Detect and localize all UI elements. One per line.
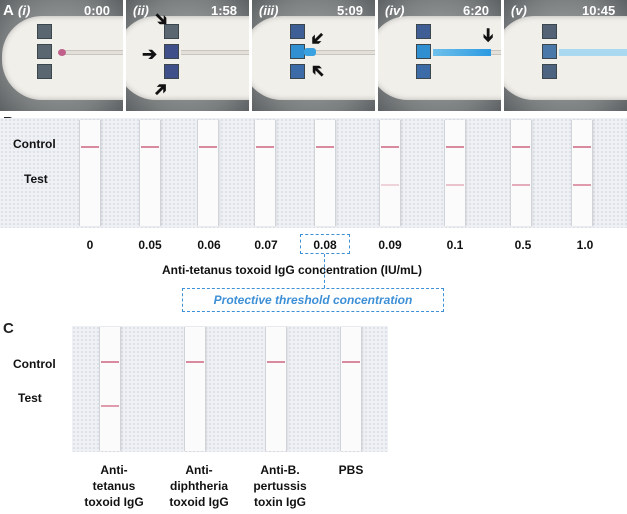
sample-label-4: PBS (338, 463, 364, 477)
frame-5-time: 10:45 (582, 3, 616, 18)
conc-5: 0.09 (378, 238, 402, 252)
frame-4-label: (iv) (385, 3, 405, 18)
test-strip-b-6 (379, 120, 401, 226)
control-line (267, 361, 285, 363)
control-line (381, 146, 399, 148)
control-line (101, 361, 119, 363)
threshold-connector (324, 254, 325, 288)
panel-a-frame-3: ➔ ➔ (252, 0, 375, 111)
frame-3-time: 5:09 (337, 3, 364, 18)
panel-c-letter: C (3, 320, 14, 337)
threshold-label: Protective threshold concentration (213, 293, 413, 307)
test-strip-b-5 (314, 120, 336, 226)
sample-drop (58, 49, 66, 56)
conc-0: 0 (86, 238, 94, 252)
arrow-icon: ➔ (142, 44, 158, 64)
panel-b-axis-label: Anti-tetanus toxoid IgG concentration (I… (162, 263, 422, 277)
frame-2-label: (ii) (133, 3, 149, 18)
arrow-icon: ➔ (478, 27, 499, 43)
test-strip-c-3 (265, 327, 287, 451)
panel-a-frame-5 (504, 0, 627, 111)
conc-3: 0.07 (254, 238, 278, 252)
control-line (199, 146, 217, 148)
control-line (512, 146, 530, 148)
panel-b-test-label: Test (24, 172, 48, 186)
conc-2: 0.06 (197, 238, 221, 252)
test-strip-b-4 (254, 120, 276, 226)
frame-4-time: 6:20 (463, 3, 490, 18)
panel-a-letter: A (3, 2, 14, 19)
test-line (573, 184, 591, 186)
sample-label-1: Anti- tetanus toxoid IgG (84, 463, 144, 509)
test-strip-b-9 (571, 120, 593, 226)
test-strip-b-3 (197, 120, 219, 226)
panel-b-control-label: Control (13, 137, 56, 151)
panel-c-test-label: Test (18, 391, 42, 405)
frame-2-time: 1:58 (211, 3, 238, 18)
conc-7: 0.5 (514, 238, 532, 252)
control-line (256, 146, 274, 148)
threshold-value-box (300, 234, 350, 254)
control-line (81, 146, 99, 148)
sample-label-2: Anti- diphtheria toxoid IgG (169, 463, 229, 509)
frame-1-label: (i) (18, 3, 31, 18)
test-line (446, 184, 464, 186)
control-line (186, 361, 204, 363)
test-strip-c-4 (340, 327, 362, 451)
control-line (446, 146, 464, 148)
test-strip-b-8 (510, 120, 532, 226)
conc-4: 0.08 (313, 238, 337, 252)
control-line (141, 146, 159, 148)
test-strip-c-1 (99, 327, 121, 451)
test-strip-b-2 (139, 120, 161, 226)
panel-c-strip-board (72, 326, 388, 452)
panel-a-frame-2: ➔ ➔ ➔ (126, 0, 249, 111)
frame-3-label: (iii) (259, 3, 279, 18)
frame-5-label: (v) (511, 3, 527, 18)
test-strip-b-1 (79, 120, 101, 226)
control-line (342, 361, 360, 363)
test-strip-b-7 (444, 120, 466, 226)
conc-1: 0.05 (138, 238, 162, 252)
test-line (101, 405, 119, 407)
sample-label-3: Anti-B. pertussis toxin IgG (253, 463, 307, 509)
control-line (316, 146, 334, 148)
control-line (573, 146, 591, 148)
threshold-label-box (182, 288, 444, 312)
frame-1-time: 0:00 (84, 3, 111, 18)
panel-a-frame-4: ➔ (378, 0, 501, 111)
test-strip-c-2 (184, 327, 206, 451)
test-line (512, 184, 530, 186)
conc-8: 1.0 (576, 238, 594, 252)
panel-c-control-label: Control (13, 357, 56, 371)
panel-a-frame-1 (0, 0, 123, 111)
conc-6: 0.1 (446, 238, 464, 252)
test-line (381, 184, 399, 186)
